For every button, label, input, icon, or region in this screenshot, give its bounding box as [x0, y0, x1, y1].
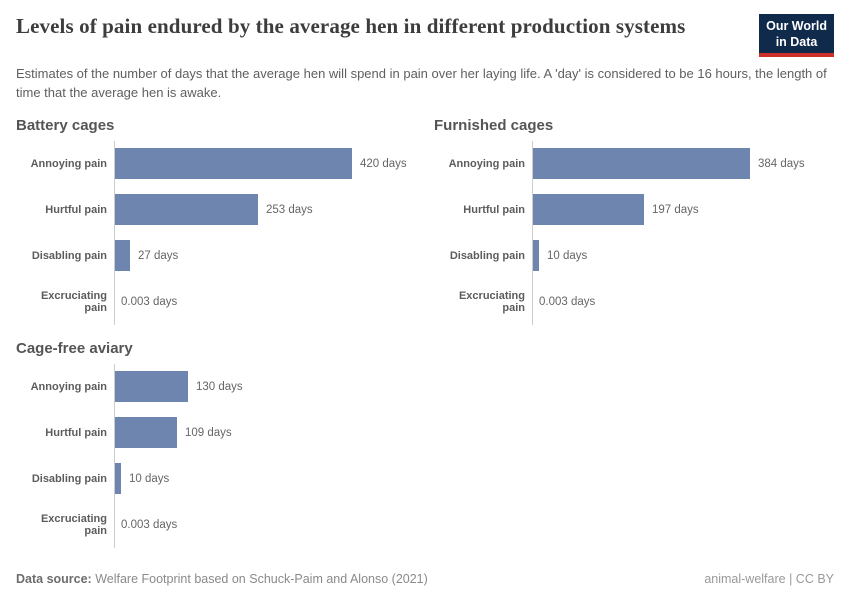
value-label: 27 days: [138, 249, 179, 262]
bar-row: 253 days: [115, 187, 433, 233]
bar-row: 130 days: [115, 364, 433, 410]
bar-row: 420 days: [115, 141, 433, 187]
bar-row: 10 days: [533, 233, 850, 279]
category-label: Annoying pain: [448, 157, 525, 170]
bar: [533, 194, 644, 226]
panel-title: Cage-free aviary: [16, 339, 133, 357]
bar: [115, 240, 130, 272]
bar: [115, 463, 121, 495]
value-label: 130 days: [196, 380, 243, 393]
owid-logo-line2: in Data: [775, 34, 818, 49]
chart-panel-furnished-cages: Furnished cages Annoying pain Hurtful pai…: [434, 116, 850, 325]
bar: [115, 148, 352, 180]
bar: [115, 417, 177, 449]
bar: [533, 240, 539, 272]
value-label: 0.003 days: [121, 295, 178, 308]
owid-logo-line1: Our World: [766, 19, 827, 33]
panel-title: Battery cages: [16, 116, 115, 134]
value-label: 0.003 days: [539, 295, 596, 308]
chart-subtitle: Estimates of the number of days that the…: [16, 66, 827, 101]
bar: [115, 194, 258, 226]
panel-title: Furnished cages: [434, 116, 554, 134]
value-label: 253 days: [266, 203, 313, 216]
category-labels: Annoying pain Hurtful pain Disabling pain E…: [434, 141, 532, 325]
bar: [115, 371, 188, 403]
charts-grid: Battery cages Annoying pain Hurtful pain D…: [16, 116, 834, 548]
bar-row: 0.003 days: [115, 502, 433, 548]
panel-body: Annoying pain Hurtful pain Disabling pain E…: [16, 140, 433, 325]
bar-row: 197 days: [533, 187, 850, 233]
separator: |: [785, 572, 796, 586]
bar-row: 0.003 days: [533, 279, 850, 325]
category-label: Annoying pain: [30, 380, 107, 393]
chart-panel-cage-free-aviary: Cage-free aviary Annoying pain Hurtful pa…: [16, 339, 433, 548]
category-label: Excruciating pain: [40, 512, 107, 537]
category-label: Hurtful pain: [463, 203, 525, 216]
bar-row: 0.003 days: [115, 279, 433, 325]
bar-row: 27 days: [115, 233, 433, 279]
category-labels: Annoying pain Hurtful pain Disabling pain E…: [16, 364, 114, 548]
data-source-prefix: Data source:: [16, 572, 92, 586]
plot-area: 384 days 197 days 10 days 0.003 days: [532, 140, 850, 325]
panel-body: Annoying pain Hurtful pain Disabling pain E…: [16, 363, 433, 548]
bar: [533, 148, 750, 180]
category-label: Hurtful pain: [45, 203, 107, 216]
tag-label: animal-welfare: [704, 572, 786, 586]
chart-panel-battery-cages: Battery cages Annoying pain Hurtful pain D…: [16, 116, 433, 325]
value-label: 384 days: [758, 157, 805, 170]
license-label: CC BY: [795, 572, 834, 586]
value-label: 197 days: [652, 203, 699, 216]
bar-row: 384 days: [533, 141, 850, 187]
category-label: Hurtful pain: [45, 426, 107, 439]
license-note: animal-welfare | CC BY: [704, 572, 834, 586]
category-label: Excruciating pain: [458, 289, 525, 314]
panel-body: Annoying pain Hurtful pain Disabling pain E…: [434, 140, 850, 325]
category-label: Disabling pain: [31, 472, 107, 485]
value-label: 10 days: [129, 472, 170, 485]
value-label: 420 days: [360, 157, 407, 170]
plot-area: 130 days 109 days 10 days 0.003 days: [114, 363, 433, 548]
page-title: Levels of pain endured by the average he…: [16, 14, 686, 38]
data-source-text: Welfare Footprint based on Schuck-Paim a…: [91, 572, 428, 586]
category-label: Annoying pain: [30, 157, 107, 170]
category-label: Disabling pain: [449, 249, 525, 262]
data-source: Data source: Welfare Footprint based on …: [16, 572, 428, 586]
value-label: 0.003 days: [121, 518, 178, 531]
bar-row: 10 days: [115, 456, 433, 502]
category-labels: Annoying pain Hurtful pain Disabling pain E…: [16, 141, 114, 325]
footer: Data source: Welfare Footprint based on …: [16, 572, 834, 586]
bar-row: 109 days: [115, 410, 433, 456]
plot-area: 420 days 253 days 27 days 0.003 days: [114, 140, 433, 325]
category-label: Disabling pain: [31, 249, 107, 262]
value-label: 10 days: [547, 249, 588, 262]
category-label: Excruciating pain: [40, 289, 107, 314]
value-label: 109 days: [185, 426, 232, 439]
owid-logo: Our World in Data: [759, 14, 834, 58]
header: Levels of pain endured by the average he…: [16, 12, 834, 58]
